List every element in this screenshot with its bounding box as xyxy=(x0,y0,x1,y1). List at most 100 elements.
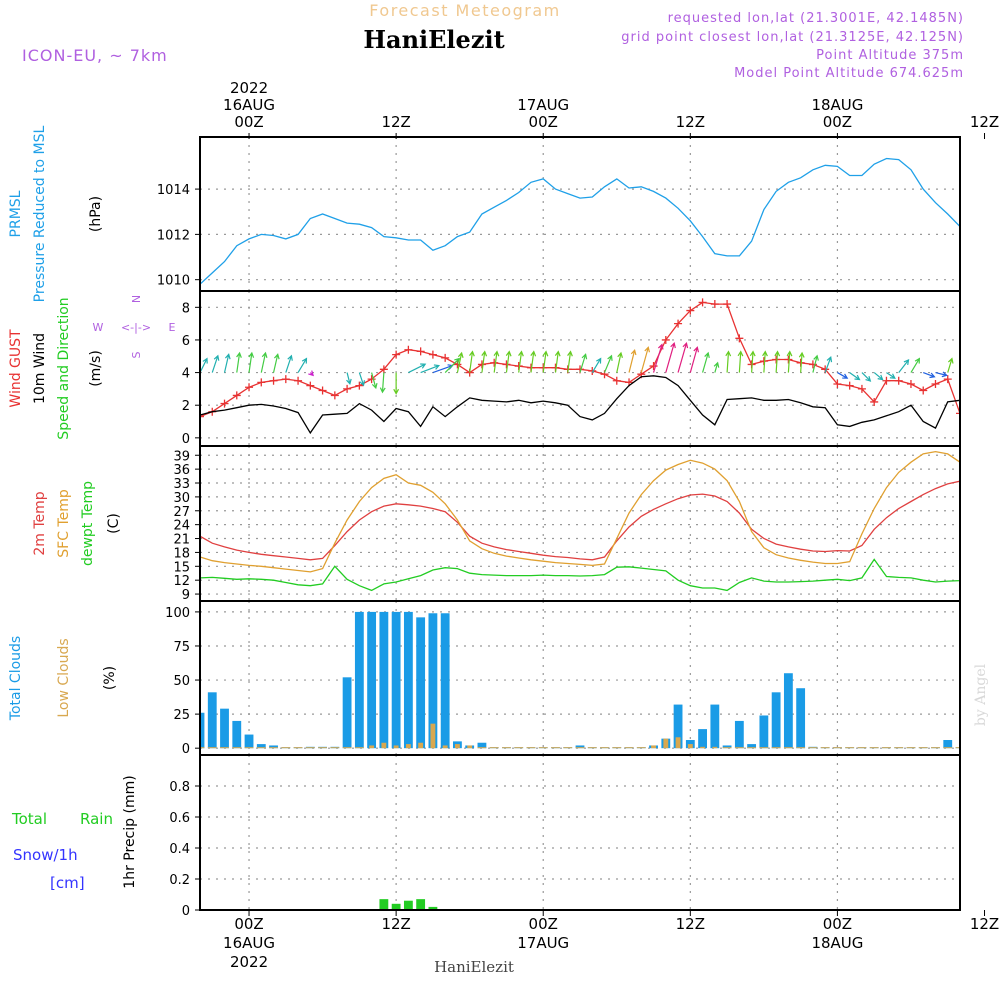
bar xyxy=(381,742,387,749)
wind-arrow xyxy=(628,348,637,373)
y-tick-label: 0 xyxy=(182,904,190,919)
bar xyxy=(551,747,560,749)
bar xyxy=(244,734,254,749)
gust-marker xyxy=(294,376,303,385)
series-line xyxy=(200,480,960,561)
bar xyxy=(734,747,744,749)
wind-arrow xyxy=(393,372,400,395)
bar xyxy=(710,704,720,749)
bar xyxy=(857,747,867,749)
bar xyxy=(771,747,781,749)
wind-arrow xyxy=(408,363,427,374)
panel-label: (m/s) xyxy=(88,350,104,387)
y-tick-label: 0 xyxy=(182,432,190,447)
wind-arrow xyxy=(689,346,700,373)
bar xyxy=(256,747,266,749)
bar xyxy=(955,747,960,749)
wind-arrow xyxy=(211,354,220,373)
gust-marker xyxy=(453,360,462,369)
gust-marker xyxy=(392,350,401,359)
bar xyxy=(563,747,573,749)
panel-label: Total Clouds xyxy=(8,636,24,721)
gust-marker xyxy=(306,381,315,390)
y-tick-label: 27 xyxy=(173,505,190,520)
bar xyxy=(906,747,916,749)
gust-marker xyxy=(956,409,960,418)
bar xyxy=(587,747,597,749)
gust-marker xyxy=(772,355,781,364)
time-label-top: 16AUG xyxy=(223,96,275,114)
wind-arrow xyxy=(640,346,651,373)
wind-arrow xyxy=(702,351,710,373)
bar xyxy=(200,712,205,749)
wind-arrow xyxy=(798,351,805,373)
time-label-bottom: 16AUG xyxy=(223,934,275,952)
header-requested: requested lon,lat (21.3001E, 42.1485N) xyxy=(668,11,964,26)
wind-arrow xyxy=(371,372,378,390)
y-tick-label: 4 xyxy=(182,367,190,382)
bar xyxy=(700,746,706,749)
wind-arrow xyxy=(898,358,910,373)
panel-2: 0 2 4 6 8 Wind GUST 10m Wind Speed and Directio… xyxy=(8,290,961,447)
y-tick-label: 0.8 xyxy=(169,780,190,795)
bar xyxy=(391,611,401,749)
bar xyxy=(722,747,732,749)
wind-arrow xyxy=(469,350,475,373)
y-tick-label: 75 xyxy=(173,640,190,655)
panel-content xyxy=(200,298,960,435)
bar xyxy=(477,742,487,749)
bar xyxy=(305,747,315,749)
wind-arrow xyxy=(200,357,208,373)
bar xyxy=(454,744,460,749)
bar xyxy=(575,745,585,749)
bar xyxy=(771,692,781,749)
time-label-top: 12Z xyxy=(676,113,705,131)
bar xyxy=(636,747,646,749)
bar xyxy=(575,747,585,749)
wind-arrow xyxy=(616,351,623,373)
y-tick-label: 15 xyxy=(173,560,190,575)
header-altitude: Point Altitude 375m xyxy=(816,48,964,63)
panel-label: Wind GUST xyxy=(8,329,24,408)
gust-marker xyxy=(588,366,597,375)
bar xyxy=(869,747,879,749)
compass-rose: <-|-> xyxy=(121,321,151,334)
bar xyxy=(747,747,757,749)
wind-arrow xyxy=(812,354,819,373)
series-line xyxy=(200,301,960,418)
y-tick-label: 18 xyxy=(173,546,190,561)
series-line xyxy=(200,157,960,285)
precip-label: Total xyxy=(11,810,47,828)
wind-arrow xyxy=(272,353,280,373)
bar xyxy=(759,747,769,749)
bar xyxy=(403,611,413,749)
bar xyxy=(600,747,609,749)
bar xyxy=(330,747,340,749)
bar xyxy=(428,906,438,910)
time-label-bottom: 2022 xyxy=(230,953,268,971)
panel-label: (hPa) xyxy=(88,196,104,232)
bar xyxy=(293,747,303,749)
wind-arrow xyxy=(542,350,549,373)
wind-arrow xyxy=(346,372,352,385)
y-tick-label: 1010 xyxy=(157,274,190,289)
bar xyxy=(220,708,229,749)
bar xyxy=(514,747,524,749)
bar xyxy=(651,745,656,749)
compass-letter: N xyxy=(130,295,143,303)
wind-arrow xyxy=(260,351,268,373)
bar xyxy=(931,747,940,749)
wind-arrow xyxy=(236,351,242,373)
panel-label: SFC Temp xyxy=(56,489,72,558)
bar xyxy=(269,747,278,749)
gust-marker xyxy=(943,375,952,384)
footer-location: HaniElezit xyxy=(434,958,514,976)
bar xyxy=(747,744,757,749)
bar xyxy=(232,747,242,749)
y-tick-label: 0.2 xyxy=(169,873,190,888)
bar xyxy=(796,688,806,749)
bar xyxy=(391,903,401,910)
compass-letter: W xyxy=(93,321,104,334)
bar xyxy=(281,747,291,749)
